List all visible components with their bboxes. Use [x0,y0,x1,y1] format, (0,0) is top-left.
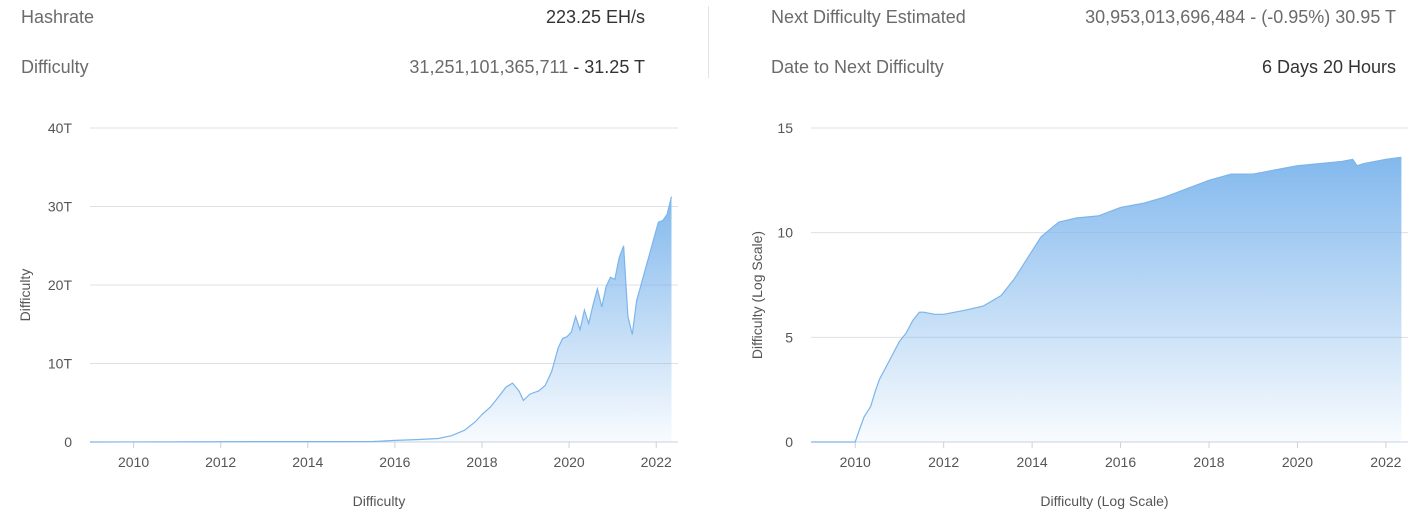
difficulty-value-row: 31,251,101,365,711 - 31.25 T [409,57,645,78]
x-tick-label: 2018 [1193,454,1224,470]
series-area [811,157,1402,443]
y-tick-label: 30T [48,199,73,215]
next-difficulty-label: Next Difficulty Estimated [771,7,966,27]
difficulty-log-chart: 0 5 10 15 2010 2012 2014 2016 2018 2020 2022 Diffic… [749,120,1408,509]
x-tick-label: 2022 [1370,454,1401,470]
difficulty-separator: - [573,57,580,77]
x-tick-label: 2010 [840,454,871,470]
x-tick-label: 2012 [928,454,959,470]
stats-divider [708,6,709,78]
hashrate-label: Hashrate [21,7,95,27]
difficulty-chart: 0 10T 20T 30T 40T 2010 2012 2014 2016 2018 2020 202… [17,120,678,509]
y-tick-label: 10 [777,225,793,241]
series-line [89,196,673,443]
y-tick-label: 20T [48,277,73,293]
x-tick-label: 2016 [1105,454,1136,470]
next-difficulty-value: 30,953,013,696,484 - (-0.95%) 30.95 T [1085,7,1396,27]
date-next-difficulty-label: Date to Next Difficulty [771,57,944,77]
difficulty-short: 31.25 T [584,57,645,77]
y-tick-label: 0 [785,434,793,450]
date-next-difficulty-value: 6 Days 20 Hours [1261,57,1396,77]
x-tick-label: 2020 [1282,454,1313,470]
y-axis-title: Difficulty (Log Scale) [749,231,765,359]
x-tick-label: 2014 [1017,454,1048,470]
y-tick-label: 0 [64,434,72,450]
x-tick-label: 2020 [554,454,585,470]
difficulty-value: 31,251,101,365,711 [409,57,569,77]
difficulty-label: Difficulty [21,57,89,77]
series-area [90,196,672,442]
series-line [811,156,1402,443]
x-tick-label: 2018 [466,454,497,470]
x-tick-label: 2012 [205,454,236,470]
y-axis-title: Difficulty [17,269,33,322]
y-tick-label: 15 [777,120,793,136]
x-tick-label: 2014 [292,454,323,470]
y-tick-label: 10T [48,356,73,372]
x-axis-title: Difficulty (Log Scale) [1040,493,1168,509]
x-tick-label: 2016 [379,454,410,470]
y-tick-label: 40T [48,120,73,136]
y-tick-label: 5 [785,329,793,345]
x-tick-label: 2022 [641,454,672,470]
x-tick-label: 2010 [118,454,149,470]
hashrate-value: 223.25 EH/s [545,7,645,27]
x-axis-title: Difficulty [353,493,406,509]
